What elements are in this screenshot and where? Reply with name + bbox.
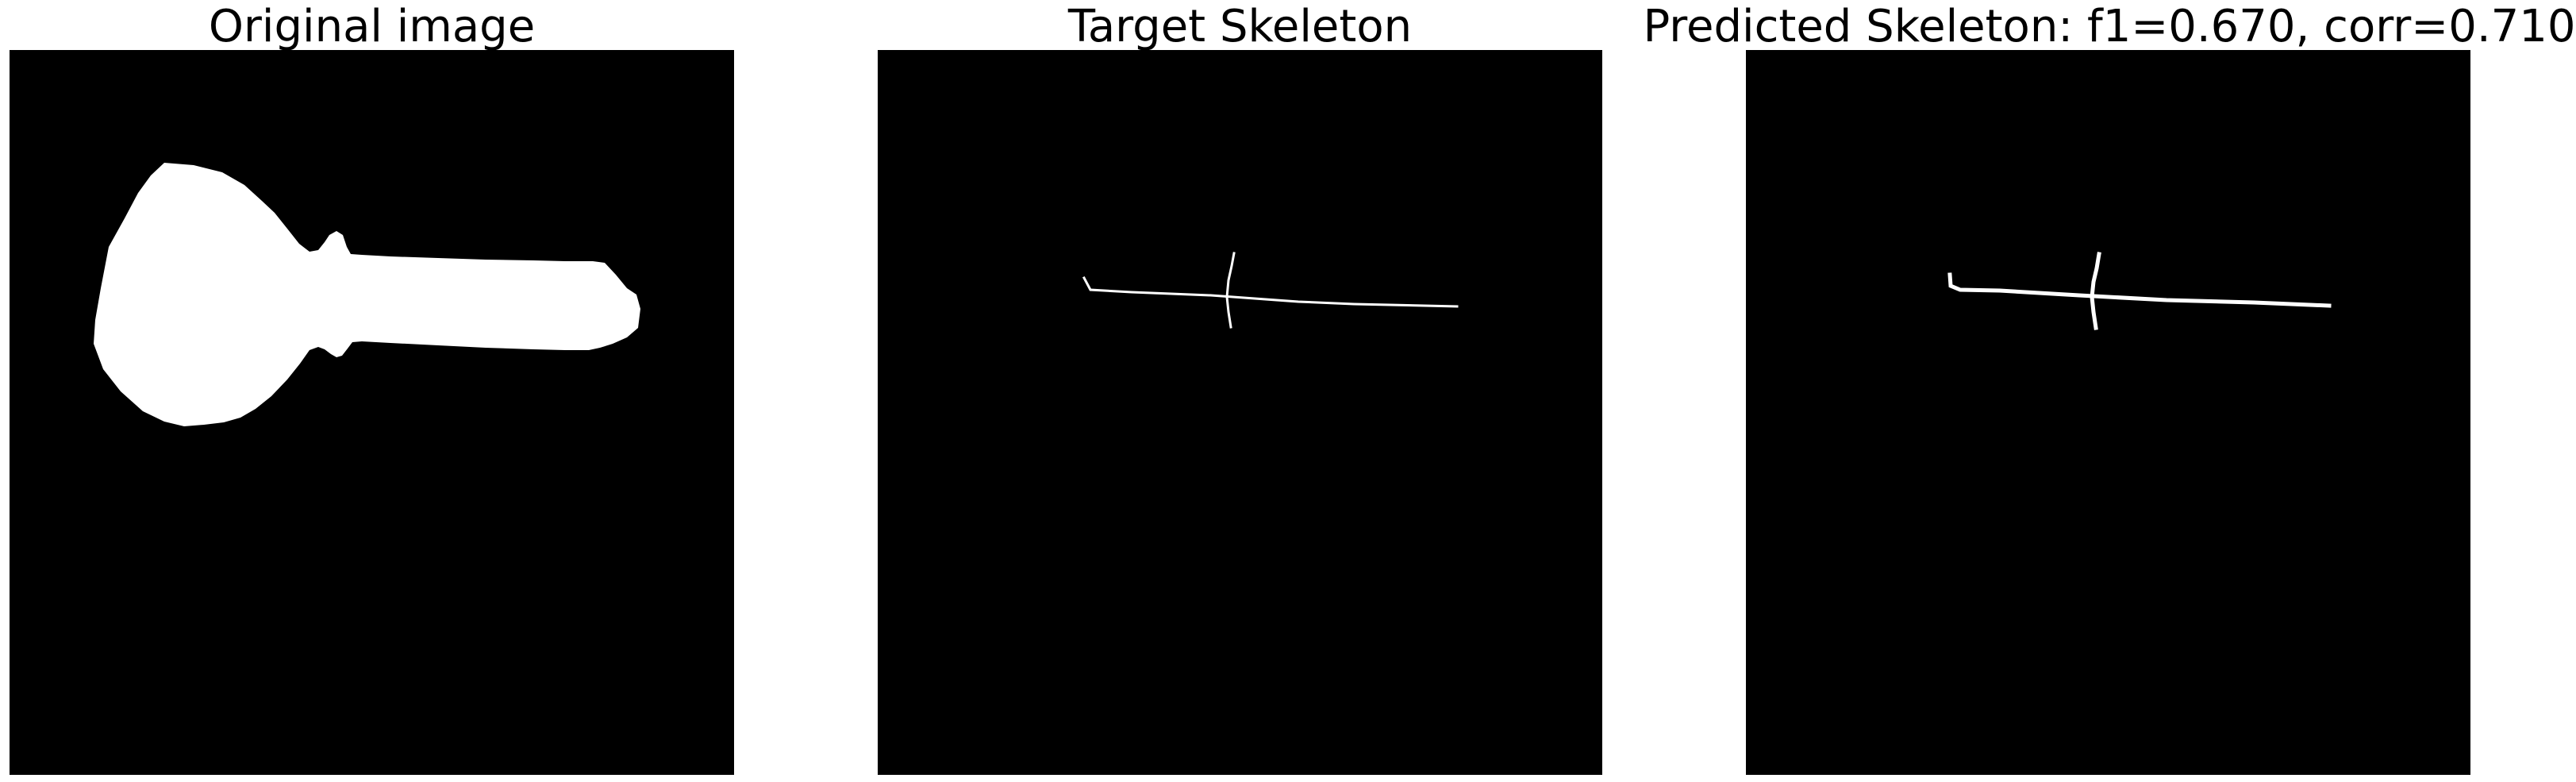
target-skeleton-canvas	[878, 50, 1602, 775]
panel-title-predicted-skeleton: Predicted Skeleton: f1=0.670, corr=0.710	[1643, 1, 2576, 52]
original-image-canvas	[10, 50, 734, 775]
original-mask-graphic	[94, 163, 640, 426]
predicted-skeleton-canvas	[1746, 50, 2470, 775]
predicted-skeleton-graphic	[1947, 252, 2332, 330]
predicted-skeleton-main-branch	[1947, 272, 2332, 308]
target-skeleton-main-branch	[1082, 275, 1459, 308]
key-shaped-mask	[94, 163, 640, 426]
predicted-skeleton-cross-branch	[2090, 252, 2101, 330]
target-skeleton-graphic	[1082, 252, 1459, 329]
panel-title-original-image: Original image	[208, 1, 536, 52]
target-skeleton-cross-branch	[1225, 252, 1236, 329]
panel-title-target-skeleton: Target Skeleton	[1067, 1, 1413, 52]
